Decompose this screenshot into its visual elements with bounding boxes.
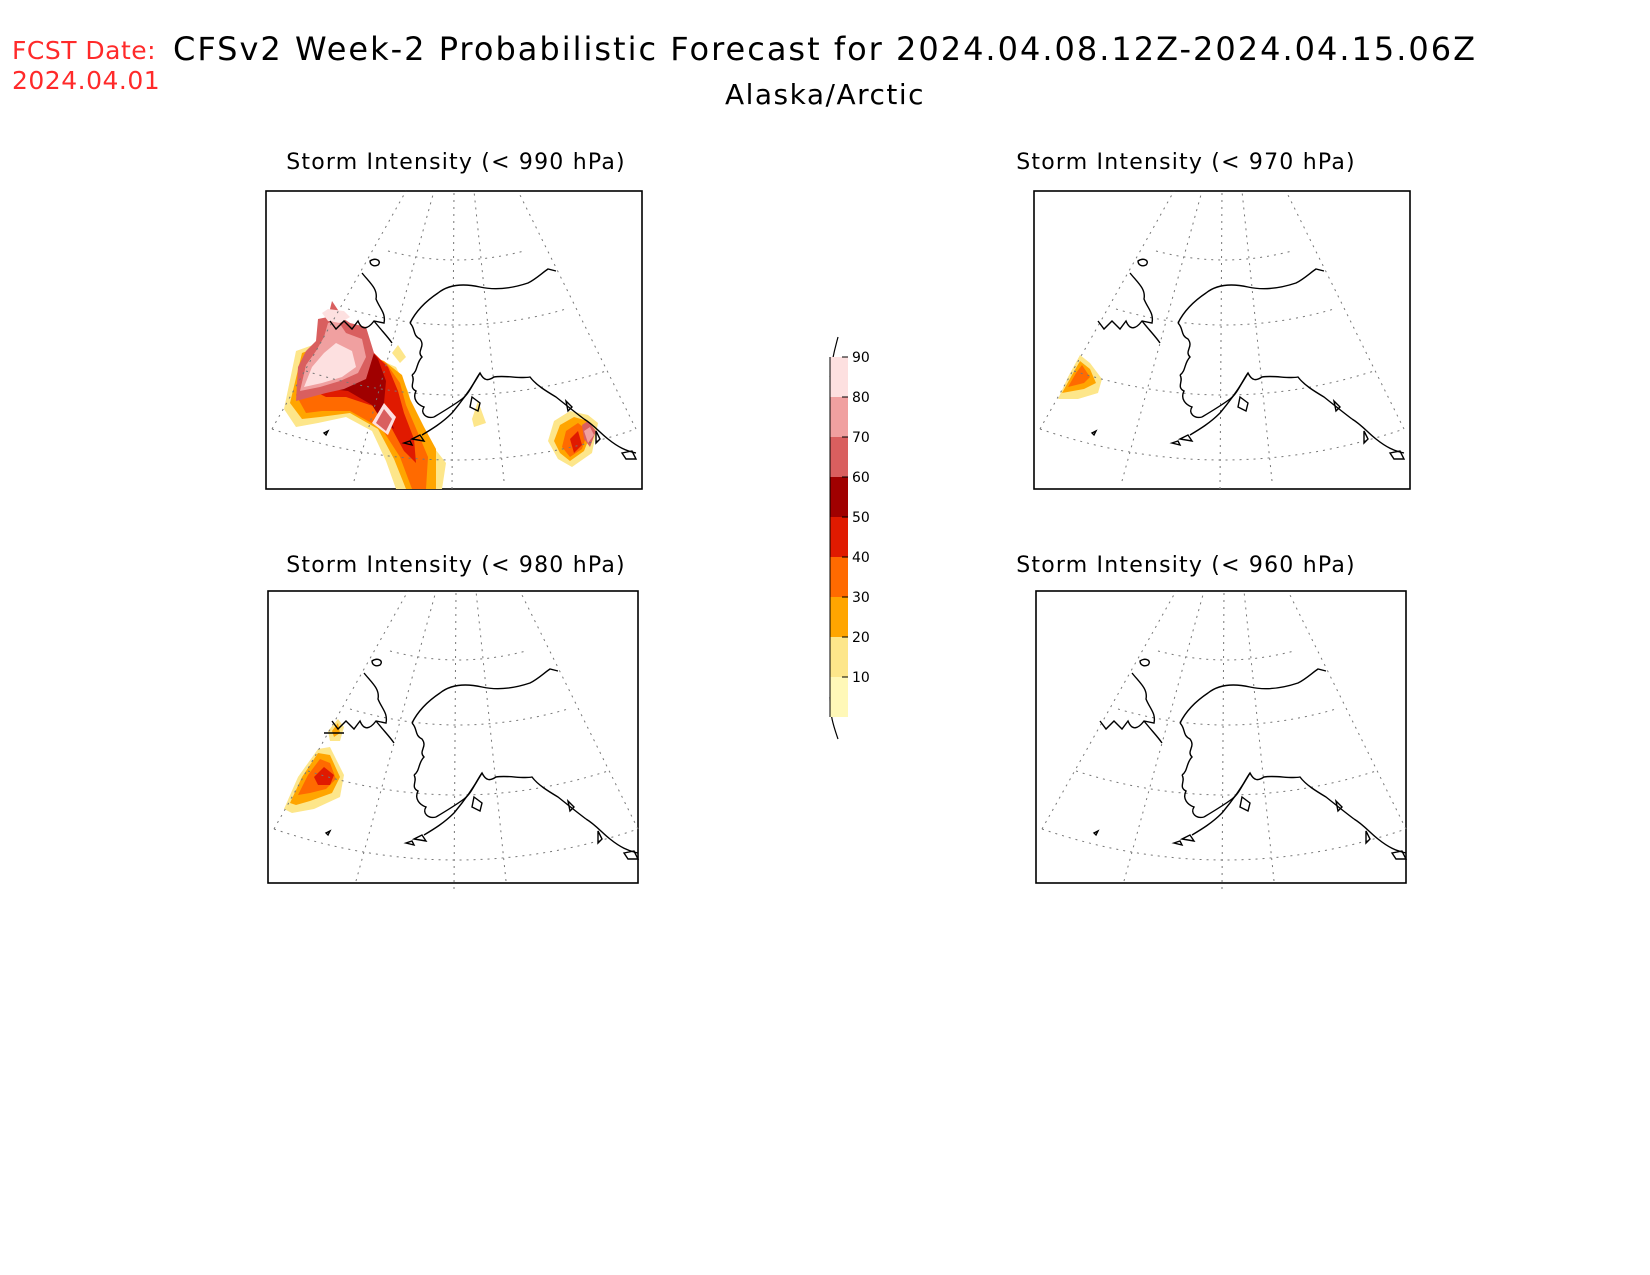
panel-frame — [267, 590, 639, 884]
color-bar-label-50: 50 — [852, 510, 870, 526]
probability-shading — [284, 301, 598, 489]
color-bar-label-20: 20 — [852, 630, 870, 646]
panel-title-960: Storm Intensity (< 960 hPa) — [1016, 553, 1356, 578]
map-panel-960 — [1035, 590, 1407, 890]
forecast-date-block: FCST Date: 2024.04.01 — [12, 36, 160, 96]
color-bar-swatch-80 — [830, 397, 848, 437]
probability-shading — [1058, 355, 1102, 399]
color-bar-label-90: 90 — [852, 350, 870, 366]
region-subtitle: Alaska/Arctic — [724, 78, 926, 111]
panel-frame — [1035, 590, 1407, 884]
color-bar-label-60: 60 — [852, 470, 870, 486]
color-bar-label-40: 40 — [852, 550, 870, 566]
panel-title-970: Storm Intensity (< 970 hPa) — [1016, 150, 1356, 175]
panel-title-990: Storm Intensity (< 990 hPa) — [286, 150, 626, 175]
color-bar-label-80: 80 — [852, 390, 870, 406]
forecast-date-label: FCST Date: — [12, 36, 157, 65]
color-bar-swatch-90 — [830, 357, 848, 397]
color-bar-swatch-20 — [830, 637, 848, 677]
map-panel-980 — [267, 590, 639, 890]
color-bar-swatch-40 — [830, 557, 848, 597]
color-bar-swatch-70 — [830, 437, 848, 477]
color-bar-legend: 10 20 30 40 50 60 70 80 90 — [829, 336, 870, 740]
probability-shading — [284, 719, 344, 813]
color-bar-label-10: 10 — [852, 670, 870, 686]
color-bar-swatch-10 — [830, 677, 848, 717]
map-panel-970 — [1033, 190, 1411, 490]
color-bar-swatch-50 — [830, 517, 848, 557]
map-panel-990 — [265, 190, 643, 490]
page-title: CFSv2 Week-2 Probabilistic Forecast for … — [172, 30, 1478, 68]
panel-title-980: Storm Intensity (< 980 hPa) — [286, 553, 626, 578]
color-bar-swatch-60 — [830, 477, 848, 517]
color-bar-label-70: 70 — [852, 430, 870, 446]
panel-frame — [1033, 190, 1411, 490]
forecast-date-value: 2024.04.01 — [12, 66, 161, 95]
color-bar-swatch-30 — [830, 597, 848, 637]
color-bar-label-30: 30 — [852, 590, 870, 606]
